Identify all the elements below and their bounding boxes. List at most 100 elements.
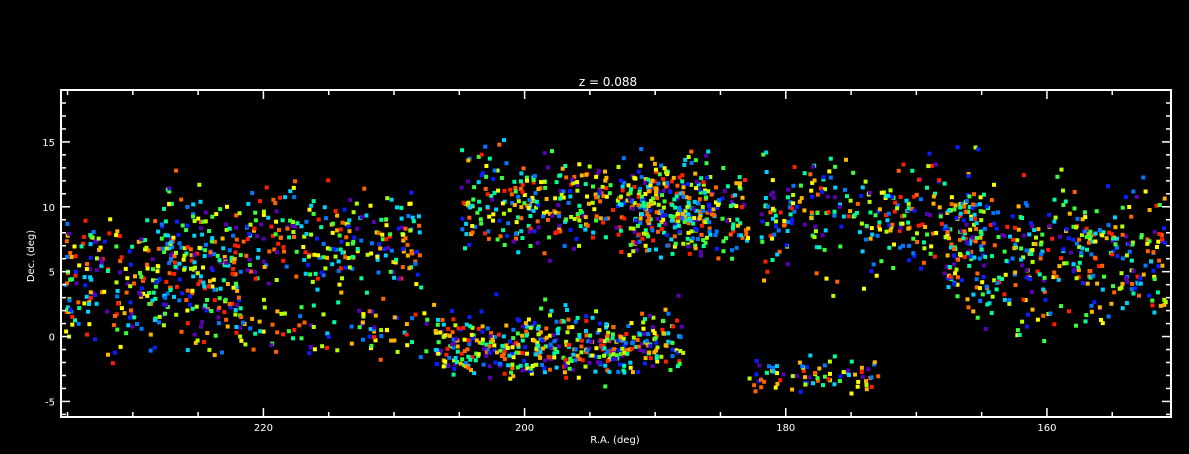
galaxy-point	[580, 338, 585, 343]
galaxy-point	[824, 211, 829, 215]
galaxy-point	[1029, 221, 1033, 226]
y-axis-label: Dec. (deg)	[26, 230, 37, 282]
galaxy-point	[974, 236, 979, 240]
galaxy-point	[490, 197, 495, 202]
galaxy-point	[645, 343, 650, 348]
galaxy-point	[309, 203, 314, 208]
galaxy-point	[416, 214, 421, 219]
galaxy-point	[644, 338, 649, 343]
galaxy-point	[1100, 263, 1105, 268]
galaxy-point	[604, 175, 609, 180]
galaxy-point	[563, 217, 568, 222]
galaxy-point	[585, 348, 590, 353]
galaxy-point	[225, 204, 229, 209]
galaxy-point	[179, 197, 184, 202]
galaxy-point	[554, 180, 559, 185]
galaxy-point	[566, 361, 570, 365]
galaxy-point	[868, 236, 873, 241]
galaxy-point	[799, 196, 804, 201]
galaxy-point	[827, 169, 832, 174]
galaxy-point	[610, 357, 615, 362]
galaxy-point	[1110, 252, 1115, 257]
galaxy-point	[527, 229, 532, 234]
galaxy-point	[925, 212, 929, 216]
galaxy-point	[597, 355, 602, 359]
galaxy-point	[979, 232, 984, 236]
galaxy-point	[539, 180, 544, 185]
galaxy-point	[525, 351, 529, 356]
galaxy-point	[467, 215, 472, 220]
galaxy-point	[641, 200, 646, 205]
galaxy-point	[992, 182, 996, 187]
galaxy-point	[953, 203, 958, 208]
galaxy-point	[655, 345, 660, 350]
galaxy-point	[981, 275, 986, 279]
galaxy-point	[1106, 223, 1111, 228]
galaxy-point	[542, 151, 547, 156]
galaxy-point	[455, 344, 460, 349]
galaxy-point	[606, 216, 611, 221]
galaxy-point	[446, 363, 451, 368]
galaxy-point	[818, 186, 823, 191]
galaxy-point	[91, 230, 96, 234]
galaxy-point	[774, 219, 778, 224]
galaxy-point	[785, 195, 790, 200]
galaxy-point	[657, 172, 662, 177]
galaxy-point	[822, 247, 827, 252]
galaxy-point	[585, 223, 590, 228]
galaxy-point	[701, 182, 706, 187]
galaxy-point	[828, 175, 833, 180]
galaxy-point	[68, 307, 73, 312]
galaxy-point	[577, 333, 582, 337]
galaxy-point	[449, 309, 454, 313]
galaxy-point	[568, 357, 573, 361]
galaxy-point	[1125, 279, 1130, 284]
galaxy-point	[470, 336, 475, 340]
galaxy-point	[1017, 333, 1022, 337]
galaxy-point	[107, 231, 112, 236]
galaxy-point	[322, 205, 327, 210]
galaxy-point	[646, 204, 651, 208]
galaxy-point	[136, 239, 141, 244]
galaxy-point	[771, 365, 775, 370]
galaxy-point	[306, 263, 311, 268]
galaxy-point	[876, 224, 881, 229]
galaxy-point	[483, 144, 488, 149]
galaxy-point	[567, 366, 572, 371]
galaxy-point	[81, 241, 86, 246]
galaxy-point	[1145, 249, 1150, 254]
galaxy-point	[666, 311, 671, 316]
galaxy-point	[698, 210, 703, 215]
galaxy-point	[478, 207, 482, 212]
galaxy-point	[395, 315, 400, 320]
galaxy-point	[864, 387, 869, 392]
galaxy-point	[211, 277, 216, 282]
galaxy-point	[1152, 277, 1157, 281]
galaxy-point	[480, 324, 485, 329]
galaxy-point	[184, 298, 189, 303]
galaxy-point	[392, 275, 397, 280]
galaxy-point	[202, 284, 207, 289]
galaxy-point	[362, 186, 367, 191]
galaxy-point	[636, 203, 641, 208]
galaxy-point	[498, 348, 503, 353]
galaxy-point	[200, 320, 205, 325]
galaxy-point	[815, 378, 820, 383]
galaxy-point	[968, 227, 973, 232]
galaxy-point	[496, 188, 501, 193]
galaxy-point	[532, 174, 537, 179]
galaxy-point	[349, 324, 354, 329]
galaxy-point	[524, 332, 529, 337]
galaxy-point	[218, 260, 223, 265]
galaxy-point	[223, 297, 228, 302]
galaxy-point	[464, 322, 469, 327]
galaxy-point	[910, 168, 915, 173]
galaxy-point	[406, 214, 411, 218]
galaxy-point	[1033, 242, 1038, 247]
galaxy-point	[729, 199, 734, 204]
galaxy-point	[287, 235, 292, 240]
galaxy-point	[643, 356, 648, 361]
galaxy-point	[575, 337, 580, 342]
galaxy-point	[652, 161, 657, 166]
galaxy-point	[159, 222, 164, 227]
